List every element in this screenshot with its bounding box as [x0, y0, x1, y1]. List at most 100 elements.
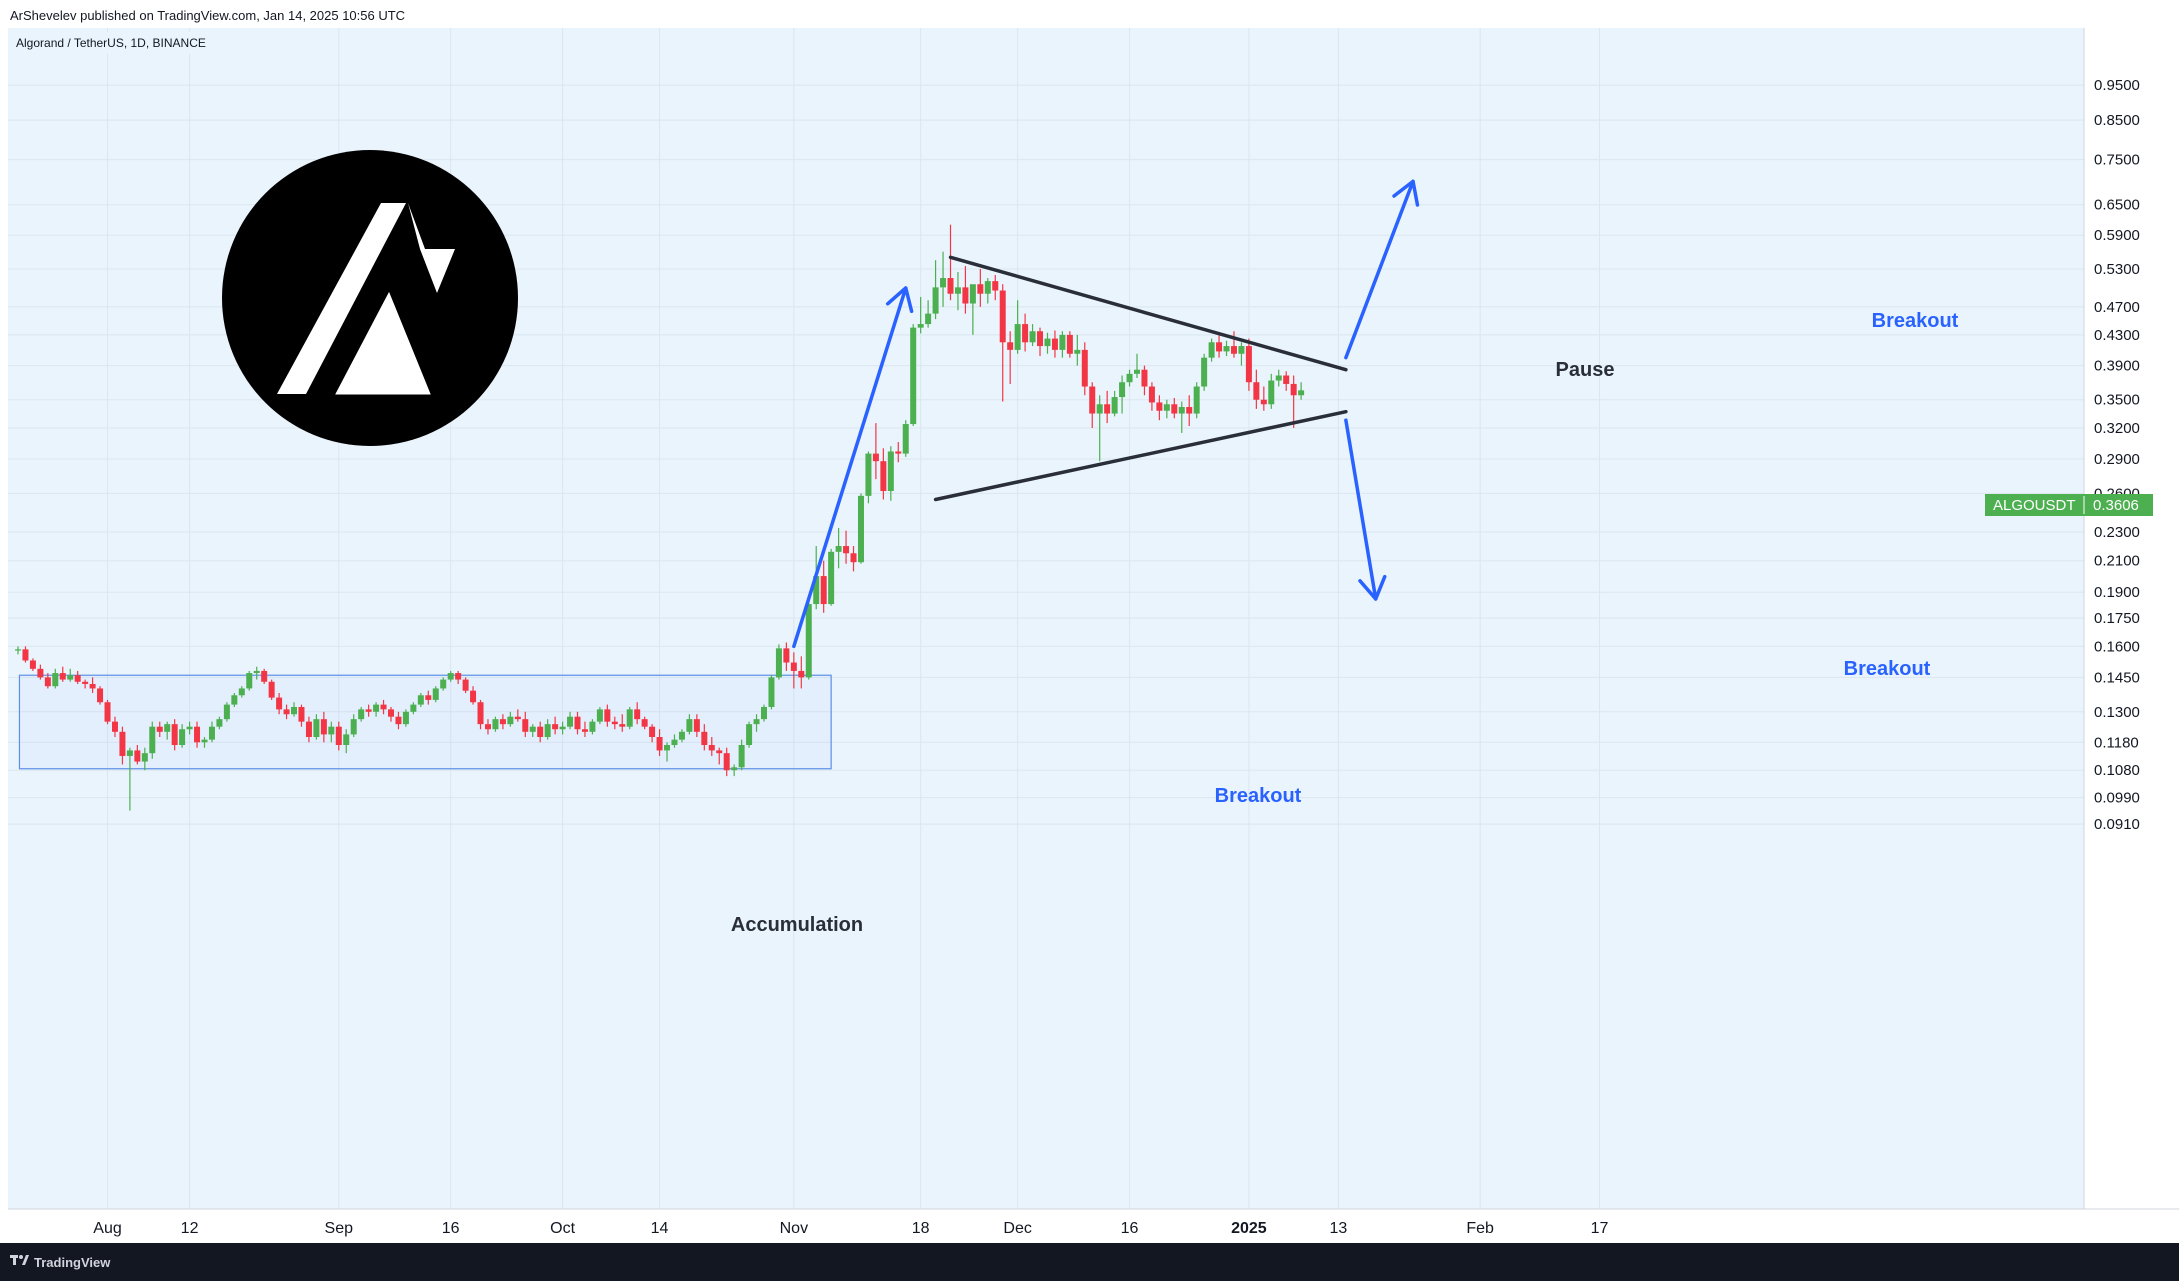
- triangle-pattern-lines[interactable]: [933, 255, 1348, 502]
- candle-body: [201, 739, 208, 743]
- candle-body: [522, 719, 529, 732]
- candle: [74, 670, 81, 684]
- candle-body: [82, 681, 89, 684]
- candle-body: [753, 719, 760, 725]
- candle-body: [1290, 383, 1297, 396]
- candle-body: [581, 729, 588, 732]
- candle-body: [223, 704, 230, 720]
- candle: [201, 737, 208, 748]
- price-tick-label-14: 0.2100: [2094, 553, 2140, 570]
- candle: [969, 284, 976, 335]
- candle: [186, 721, 193, 735]
- candle-body: [164, 724, 171, 732]
- candle: [872, 423, 879, 480]
- candle: [216, 716, 223, 730]
- candle-body: [701, 731, 708, 745]
- tradingview-logo-icon: [10, 1255, 29, 1265]
- candle-body: [813, 576, 820, 605]
- publisher-bar: ArShevelev published on TradingView.com,…: [0, 0, 2179, 28]
- candle: [402, 709, 409, 727]
- time-tick-label-13: 17: [1591, 1220, 1609, 1237]
- candle-body: [261, 670, 268, 682]
- pause-label[interactable]: Pause: [1556, 359, 1615, 381]
- candle: [865, 451, 872, 504]
- symbol-title: Algorand / TetherUS, 1D, BINANCE: [16, 36, 206, 50]
- candle: [1126, 369, 1133, 387]
- last-price-tag: ALGOUSDT 0.3606: [1985, 494, 2153, 516]
- breakout-arrow-left: [792, 286, 914, 649]
- breakout-label-down[interactable]: Breakout: [1844, 658, 1931, 680]
- time-axis[interactable]: Aug 12 Sep 16 Oct 14 Nov 18 Dec 16 2025 13 Feb 17: [93, 1220, 1608, 1237]
- candle-body: [283, 709, 290, 715]
- accumulation-box[interactable]: [18, 674, 832, 770]
- candle: [447, 670, 454, 682]
- breakout-arrow-up-shaft: [1344, 179, 1415, 360]
- candle: [1260, 386, 1267, 411]
- candle-body: [1238, 346, 1245, 354]
- candle-body: [723, 753, 730, 771]
- candle-body: [574, 716, 581, 730]
- candle: [1141, 365, 1148, 396]
- breakout-arrow-left-shaft: [792, 286, 908, 649]
- time-tick-label-3: 16: [442, 1220, 460, 1237]
- price-tick-label-19: 0.1300: [2094, 704, 2140, 721]
- candle-body: [141, 753, 148, 762]
- candle-body: [1245, 346, 1252, 383]
- candle: [1178, 401, 1185, 433]
- candle-body: [880, 461, 887, 491]
- candle-body: [74, 675, 81, 682]
- candle: [850, 546, 857, 572]
- candle: [626, 706, 633, 730]
- breakout-label-up[interactable]: Breakout: [1872, 310, 1959, 332]
- candle-body: [708, 744, 715, 751]
- candle-body: [410, 704, 417, 712]
- candle: [1059, 331, 1066, 358]
- candle: [1029, 324, 1036, 347]
- candle-body: [1104, 404, 1111, 414]
- candle-body: [552, 724, 559, 730]
- candle-body: [1037, 331, 1044, 347]
- candle: [1148, 382, 1155, 411]
- candle: [775, 644, 782, 680]
- candle-body: [686, 719, 693, 732]
- candle: [97, 686, 104, 705]
- candle: [134, 744, 141, 765]
- candle: [1066, 331, 1073, 358]
- chart-area[interactable]: Algorand / TetherUS, 1D, BINANCE Accumul…: [0, 28, 2179, 1243]
- candle-body: [932, 287, 939, 314]
- candle-body: [1014, 324, 1021, 350]
- candle-body: [656, 737, 663, 751]
- candle-body: [1126, 373, 1133, 383]
- breakout-arrows[interactable]: [792, 179, 1420, 649]
- candle: [1096, 395, 1103, 462]
- candle: [1171, 397, 1178, 419]
- candlestick-chart[interactable]: Algorand / TetherUS, 1D, BINANCE Accumul…: [0, 28, 2179, 1243]
- candle: [104, 699, 111, 725]
- candle-body: [746, 724, 753, 745]
- candle: [828, 548, 835, 606]
- candle: [753, 714, 760, 732]
- candle-body: [738, 744, 745, 768]
- candle: [999, 284, 1006, 402]
- candle-body: [253, 670, 260, 674]
- candle: [499, 714, 506, 730]
- candle: [1201, 353, 1208, 391]
- price-axis[interactable]: 0.9500 0.8500 0.7500 0.6500 0.5900 0.5300 0.47…: [2094, 77, 2140, 833]
- breakout-label-left[interactable]: Breakout: [1215, 785, 1302, 807]
- candle-body: [850, 553, 857, 563]
- price-tick-label-6: 0.4700: [2094, 299, 2140, 316]
- accumulation-label[interactable]: Accumulation: [731, 914, 863, 936]
- candle: [664, 742, 671, 762]
- tradingview-brand: TradingView: [34, 1255, 111, 1270]
- candle: [440, 677, 447, 691]
- candle-body: [402, 711, 409, 725]
- candle: [559, 721, 566, 735]
- candle: [1223, 340, 1230, 357]
- time-tick-label-2: Sep: [325, 1220, 354, 1237]
- candle: [246, 670, 253, 691]
- candle-body: [865, 453, 872, 496]
- candle-body: [425, 695, 432, 700]
- candle-body: [417, 695, 424, 705]
- candle: [634, 702, 641, 725]
- candle: [268, 679, 275, 700]
